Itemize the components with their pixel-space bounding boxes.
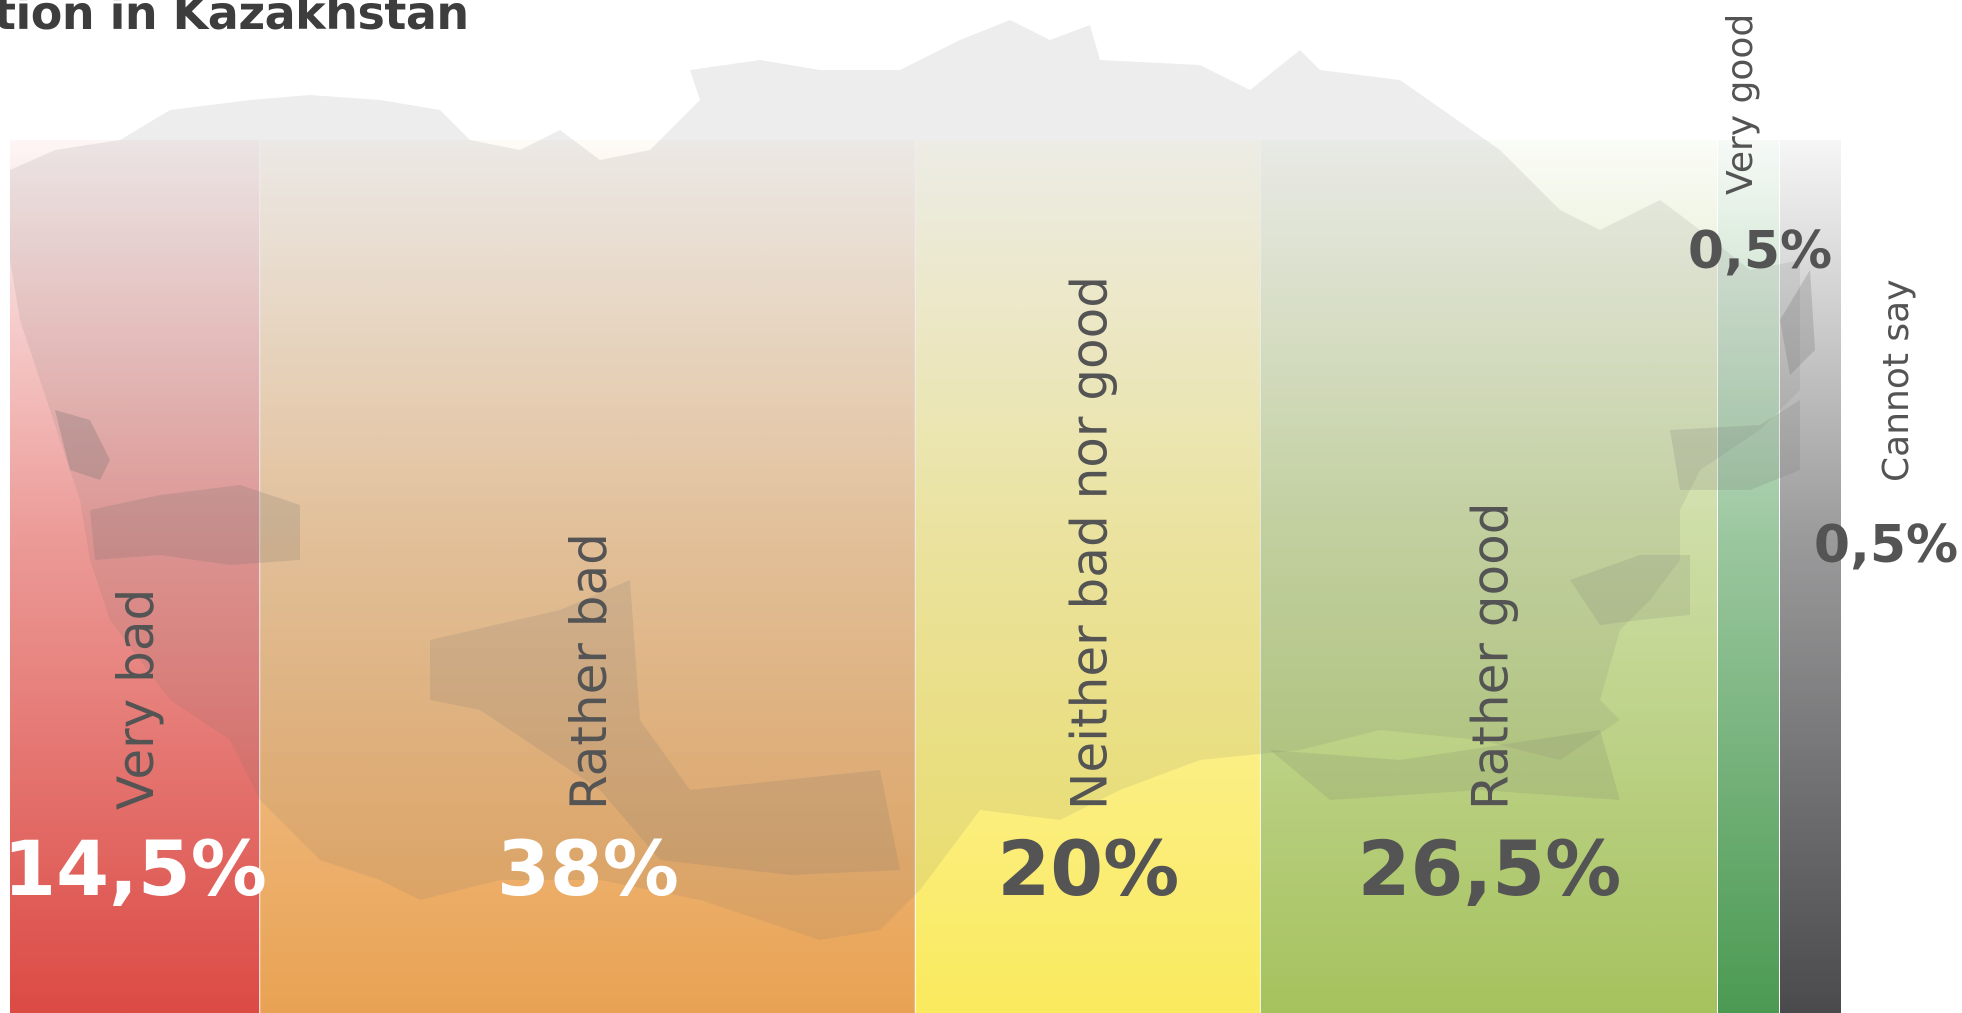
label-very-good: Very good — [1720, 14, 1761, 195]
label-rather-good: Rather good — [1461, 503, 1519, 810]
kazakhstan-map-silhouette — [10, 20, 1815, 940]
bar-rather-bad — [260, 140, 915, 1013]
labels-group: Very bad 14,5% Rather bad 38% Neither bad no… — [3, 14, 1958, 913]
value-very-bad: 14,5% — [3, 824, 267, 913]
chart-title: tion in Kazakhstan — [0, 0, 469, 40]
bars-group — [10, 140, 1841, 1013]
bar-very-good — [1718, 140, 1779, 1013]
bar-very-bad — [10, 140, 260, 1013]
label-very-bad: Very bad — [107, 589, 165, 810]
value-cannot-say: 0,5% — [1814, 515, 1958, 575]
value-rather-bad: 38% — [497, 824, 679, 913]
value-rather-good: 26,5% — [1358, 824, 1622, 913]
label-rather-bad: Rather bad — [560, 533, 618, 810]
value-very-good: 0,5% — [1688, 221, 1832, 281]
bar-rather-good — [1260, 140, 1717, 1013]
label-cannot-say: Cannot say — [1876, 279, 1917, 482]
bar-cannot-say — [1780, 140, 1841, 1013]
label-neither-bad-nor-good: Neither bad nor good — [1060, 276, 1118, 810]
value-neither-bad-nor-good: 20% — [997, 824, 1179, 913]
bar-neither-bad-nor-good — [915, 140, 1260, 1013]
